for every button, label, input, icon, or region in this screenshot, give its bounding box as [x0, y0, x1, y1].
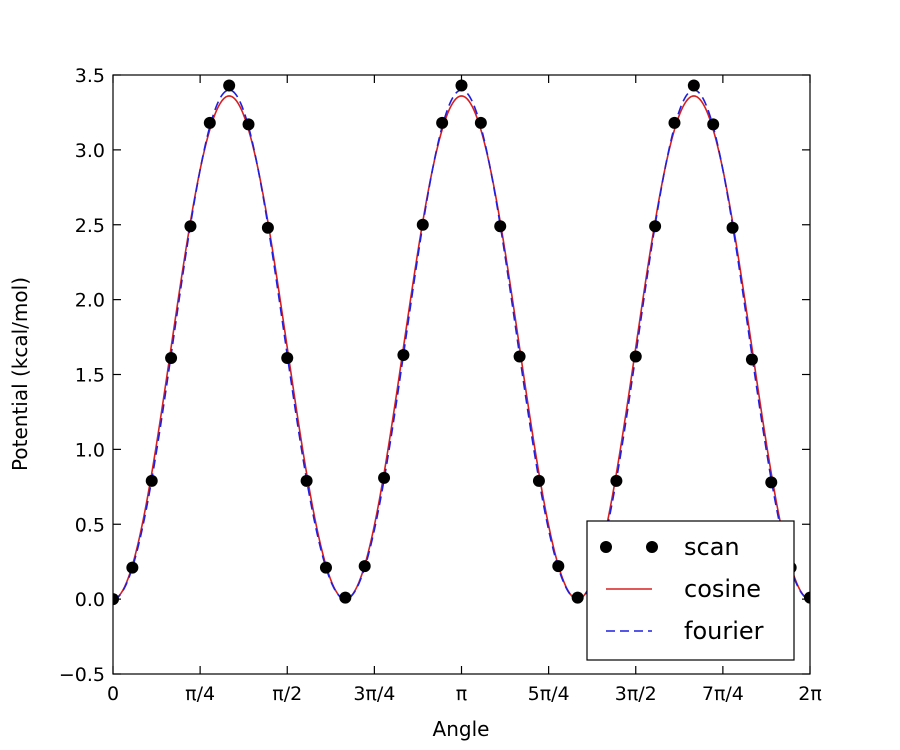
legend-box	[586, 520, 795, 661]
scan-point	[281, 352, 294, 365]
y-tick-label: 1.5	[75, 365, 105, 387]
scan-point	[165, 352, 178, 365]
legend: scan cosine fourier	[586, 520, 795, 661]
scan-point	[397, 349, 410, 362]
scan-point	[242, 118, 255, 131]
scan-point	[436, 116, 449, 129]
y-tick-label: 3.5	[75, 65, 105, 87]
y-tick-label: 2.5	[75, 215, 105, 237]
scan-point	[203, 116, 216, 129]
legend-label-cosine: cosine	[684, 575, 761, 603]
y-tick-label: 0.0	[75, 589, 105, 611]
scan-point	[629, 350, 642, 363]
scan-point	[300, 474, 313, 487]
data-layer	[113, 79, 810, 606]
scan-point	[610, 474, 623, 487]
scan-point	[145, 474, 158, 487]
y-tick-label: 1.0	[75, 439, 105, 461]
scan-point	[494, 220, 507, 233]
y-tick-label: −0.5	[59, 664, 105, 686]
scan-point	[126, 561, 139, 574]
x-tick-label: π	[456, 683, 467, 705]
scan-point	[668, 116, 681, 129]
scan-point	[223, 79, 236, 92]
tick-layer: 0 π/4 π/2 3π/4 π 5π/4 3π/2 7π/4 2π −0.5 0.0 0.5 1.0 1…	[59, 65, 822, 705]
scan-point	[378, 471, 391, 484]
x-tick-label: 5π/4	[528, 683, 570, 705]
x-tick-label: 2π	[798, 683, 822, 705]
scan-point	[649, 220, 662, 233]
x-axis-label: Angle	[433, 717, 490, 741]
scan-point	[745, 353, 758, 366]
scan-point	[707, 118, 720, 131]
x-tick-label: 3π/4	[353, 683, 395, 705]
scan-point	[358, 560, 371, 573]
scan-point	[184, 220, 197, 233]
legend-marker-scan	[646, 541, 658, 553]
y-tick-label: 3.0	[75, 140, 105, 162]
scan-point	[339, 591, 352, 604]
scan-point	[416, 218, 429, 231]
y-axis-label: Potential (kcal/mol)	[8, 277, 32, 471]
scan-point	[455, 79, 468, 92]
legend-label-scan: scan	[684, 533, 740, 561]
legend-label-fourier: fourier	[684, 617, 764, 645]
scan-point	[804, 591, 810, 604]
x-tick-label: 7π/4	[702, 683, 744, 705]
series-line-cosine	[113, 95, 810, 600]
y-tick-label: 2.0	[75, 290, 105, 312]
scan-point	[513, 350, 526, 363]
scan-point	[687, 79, 700, 92]
y-tick-label: 0.5	[75, 514, 105, 536]
scan-point	[319, 561, 332, 574]
scan-point	[552, 560, 565, 573]
scan-point	[571, 591, 584, 604]
x-tick-label: π/4	[185, 683, 215, 705]
scan-point	[532, 474, 545, 487]
x-tick-label: 0	[107, 683, 119, 705]
scan-point	[474, 116, 487, 129]
x-tick-label: 3π/2	[615, 683, 657, 705]
scan-point	[765, 476, 778, 489]
scan-point	[261, 221, 274, 234]
x-tick-label: π/2	[272, 683, 302, 705]
scan-point	[726, 221, 739, 234]
legend-marker-scan	[600, 541, 612, 553]
